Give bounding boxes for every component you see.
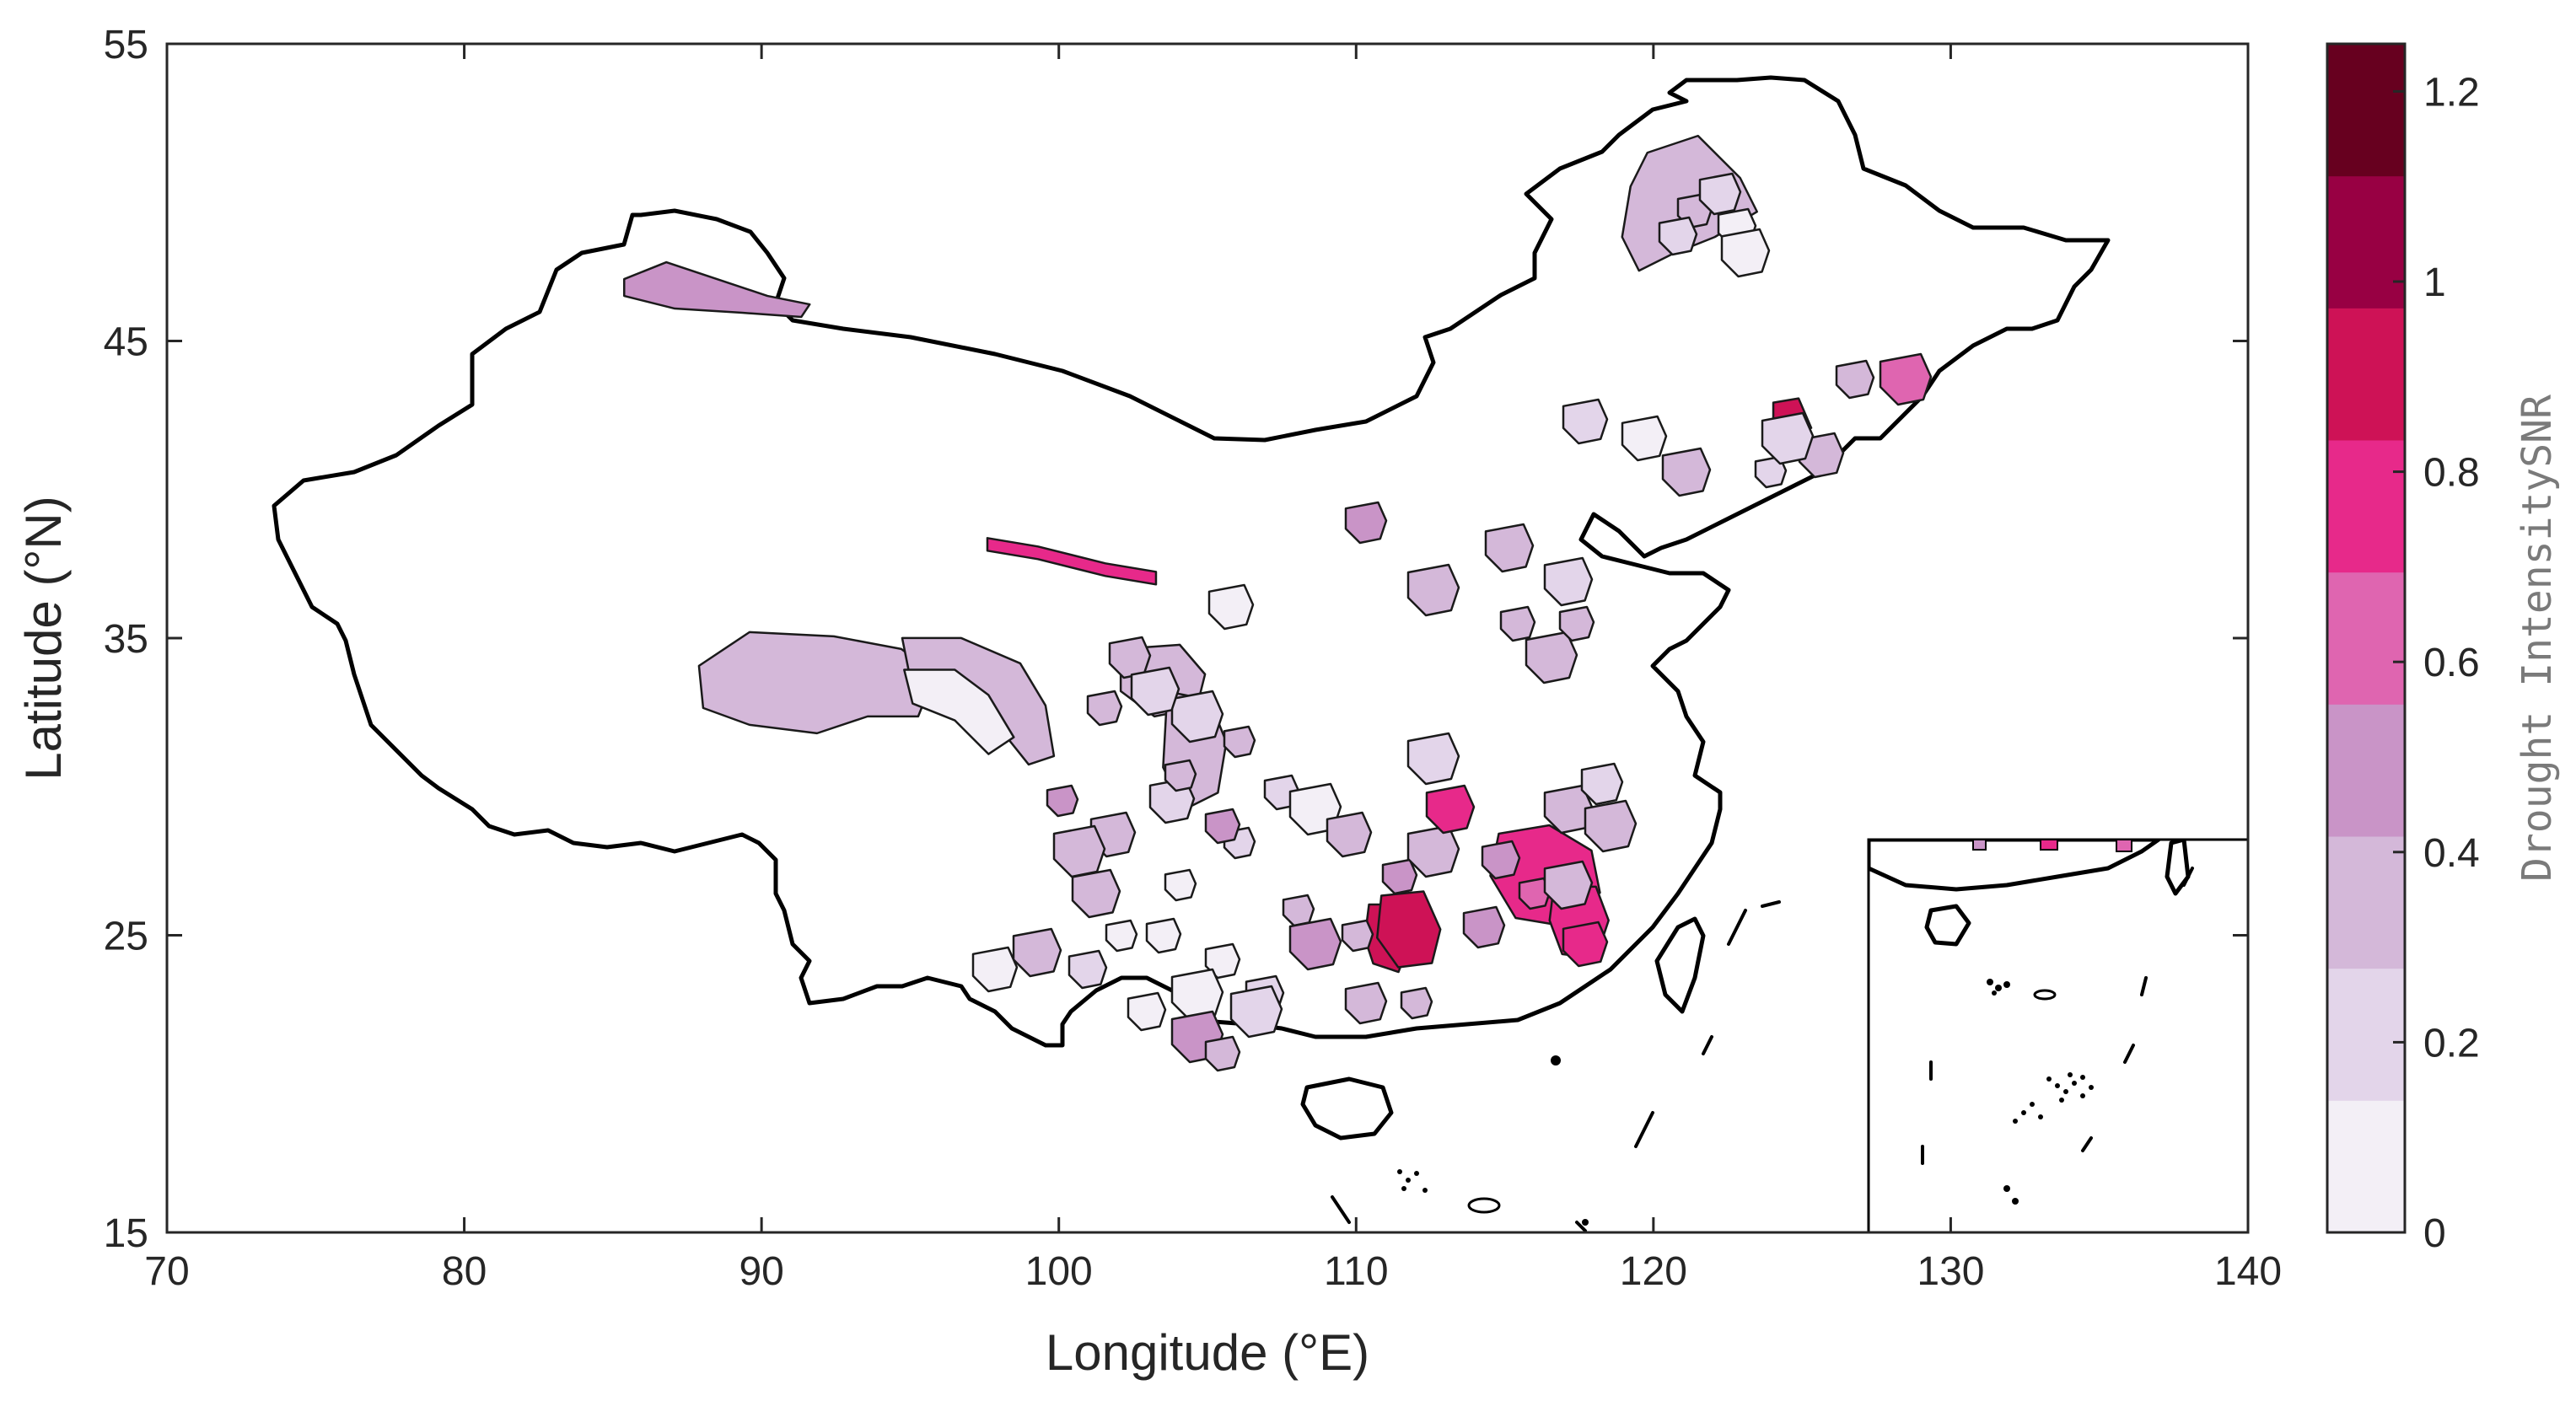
- taiwan-island: [1654, 916, 1706, 1014]
- drought-region-small: [1543, 860, 1594, 910]
- drought-region-small: [1223, 725, 1256, 759]
- x-axis-label: Longitude (°E): [1046, 1324, 1369, 1381]
- colorbar-ticks: 0 0.2 0.4 0.6 0.8 1 1.2: [2393, 70, 2480, 1256]
- y-tick-label: 55: [104, 23, 148, 67]
- colorbar-segment: [2327, 836, 2405, 969]
- y-tick-label: 25: [104, 915, 148, 959]
- x-tick-label: 100: [1025, 1249, 1093, 1294]
- drought-region-small: [1207, 583, 1255, 631]
- x-tick-label: 120: [1620, 1249, 1687, 1294]
- drought-region-small: [1145, 917, 1182, 954]
- drought-region-small: [1481, 840, 1521, 880]
- drought-region-small: [1341, 919, 1374, 953]
- drought-region-small: [1584, 799, 1638, 853]
- drought-region-small: [1288, 917, 1342, 971]
- drought-region-small: [971, 946, 1019, 993]
- drought-region-qinghai-large: [697, 631, 937, 735]
- drought-region-small: [1052, 824, 1106, 878]
- drought-region-small: [1204, 808, 1241, 845]
- drought-region-small: [1204, 1035, 1241, 1072]
- x-tick-label: 70: [144, 1249, 189, 1294]
- drought-region-small: [1720, 228, 1771, 278]
- colorbar-frame: [2326, 42, 2407, 1234]
- drought-region-small: [1558, 605, 1595, 642]
- map-plot-area: [167, 44, 2248, 1232]
- drought-region-small: [1835, 359, 1875, 400]
- south-sea-islands: [1397, 1055, 1589, 1226]
- colorbar: [2326, 42, 2407, 1234]
- drought-region-small: [1406, 732, 1460, 786]
- colorbar-tick-label: 0.2: [2423, 1021, 2480, 1066]
- y-axis-label: Latitude (°N): [15, 496, 72, 780]
- drought-region-small: [1130, 666, 1180, 717]
- drought-region-small: [1661, 447, 1712, 497]
- drought-region-small: [1164, 868, 1197, 902]
- drought-region-small: [1105, 919, 1138, 953]
- drought-region-guangxi-2: [1375, 890, 1442, 969]
- colorbar-segment: [2327, 1100, 2405, 1233]
- drought-region-small: [1344, 501, 1388, 545]
- y-tick-label: 45: [104, 320, 148, 365]
- colorbar-segment: [2327, 175, 2405, 309]
- x-tick-label: 140: [2214, 1249, 2282, 1294]
- colorbar-segment: [2327, 572, 2405, 705]
- drought-region-small: [1400, 986, 1433, 1020]
- drought-region-small: [1127, 991, 1167, 1032]
- drought-region-small: [1046, 784, 1079, 818]
- china-country-outline: [272, 75, 2111, 1048]
- drought-region-small: [1204, 942, 1241, 980]
- drought-region-small: [1621, 415, 1668, 462]
- drought-region-small: [1562, 398, 1609, 445]
- drought-region-northwest-basin: [623, 260, 811, 319]
- drought-region-small: [1879, 352, 1933, 406]
- colorbar-tick-label: 1.2: [2423, 70, 2480, 115]
- colorbar-tick-label: 0.6: [2423, 641, 2480, 685]
- hainan-island: [1300, 1076, 1394, 1141]
- colorbar-tick-label: 1: [2423, 260, 2446, 305]
- colorbar-segment: [2327, 308, 2405, 441]
- colorbar-tick-label: 0.8: [2423, 451, 2480, 496]
- south-china-sea-inset: [1867, 838, 2250, 1234]
- x-tick-label: 110: [1324, 1249, 1389, 1294]
- y-tick-label: 35: [104, 617, 148, 662]
- colorbar-label: Drought IntensitySNR: [2514, 395, 2561, 882]
- drought-region-small: [1425, 784, 1476, 835]
- drought-region-small: [1326, 811, 1373, 858]
- x-tick-label: 90: [739, 1249, 783, 1294]
- drought-region-small: [1580, 762, 1624, 806]
- drought-region-gansu-strip: [986, 537, 1158, 586]
- colorbar-tick-label: 0.4: [2423, 831, 2480, 876]
- colorbar-segment: [2327, 440, 2405, 573]
- colorbar-segment: [2327, 968, 2405, 1101]
- drought-region-small: [1484, 523, 1535, 573]
- colorbar-segment: [2327, 704, 2405, 837]
- drought-region-small: [1086, 690, 1123, 727]
- x-tick-label: 130: [1917, 1249, 1984, 1294]
- drought-region-small: [1071, 868, 1121, 919]
- drought-region-small: [1658, 216, 1698, 256]
- drought-region-small: [1543, 556, 1594, 607]
- drought-region-small: [1406, 563, 1460, 617]
- drought-region-qinghai-inner: [903, 668, 1015, 755]
- drought-region-small: [1462, 905, 1506, 949]
- drought-region-small: [1068, 949, 1108, 990]
- y-tick-label: 15: [104, 1211, 148, 1256]
- drought-region-small: [1344, 981, 1388, 1025]
- drought-region-small: [1170, 690, 1224, 743]
- drought-region-small: [1761, 411, 1815, 465]
- sea-boundary-lines: [1331, 900, 1781, 1232]
- colorbar-segment: [2327, 44, 2405, 177]
- drought-region-small: [1562, 921, 1609, 968]
- y-axis-ticks: 15 25 35 45 55: [104, 23, 2248, 1256]
- colorbar-tick-label: 0: [2423, 1211, 2446, 1256]
- x-axis-ticks: 70 80 90 100 110 120 130 140: [144, 44, 2282, 1294]
- drought-region-small: [1499, 605, 1536, 642]
- drought-region-small: [1164, 759, 1197, 792]
- drought-region-small: [1229, 985, 1283, 1039]
- drought-region-small: [1698, 172, 1742, 216]
- x-tick-label: 80: [442, 1249, 487, 1294]
- drought-regions: [623, 134, 1933, 1072]
